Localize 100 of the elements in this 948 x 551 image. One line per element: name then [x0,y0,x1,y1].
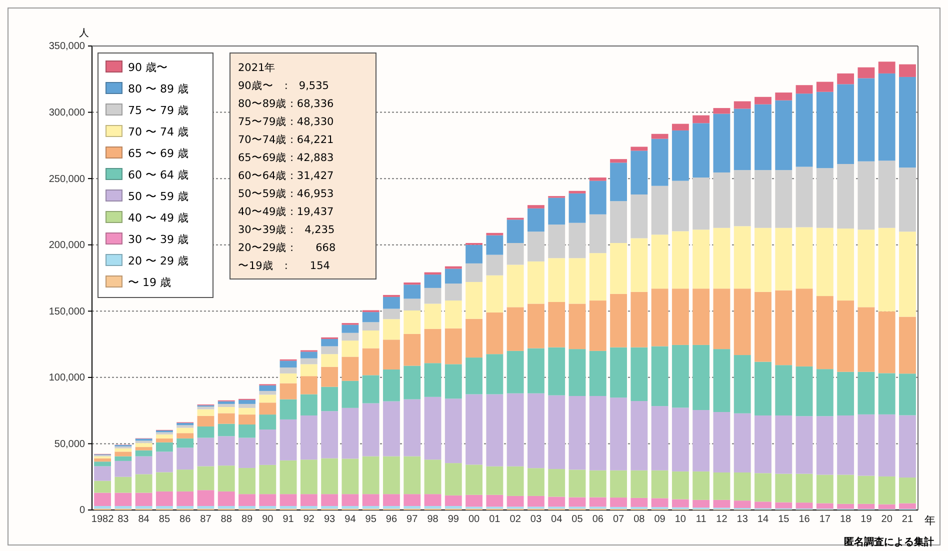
bar [280,494,297,506]
bar [197,490,214,506]
bar [176,438,194,448]
bar [754,170,772,228]
bar [444,463,462,496]
bar [527,232,544,262]
bar [858,230,875,308]
bar [114,452,132,456]
y-tick-label: 200,000 [48,240,86,252]
bar [506,220,524,243]
bar [816,228,834,296]
bar [754,228,772,292]
bar [404,494,421,506]
bar [424,363,442,397]
bar [466,394,483,465]
bar [176,428,194,434]
bar [837,474,854,504]
legend-label: 90 歳〜 [128,61,168,74]
bar [837,504,854,509]
bar [486,232,504,236]
bar [197,409,214,416]
bar [527,348,544,394]
bar [404,366,421,400]
bar [775,228,792,290]
bar [300,415,318,460]
bar [300,352,318,358]
bar [218,466,235,492]
bar [651,470,668,498]
bar [342,380,359,408]
x-tick-label: 85 [158,514,170,525]
bar [218,401,235,404]
bar [259,402,276,415]
bar [424,328,442,364]
bar [135,492,152,506]
bar [176,448,194,470]
legend-label: 50 〜 59 歳 [128,190,188,203]
bar [135,506,152,509]
bar [858,372,875,414]
bar [424,396,442,460]
bar [486,312,504,354]
bar [651,134,668,139]
bar [506,393,524,466]
bar [259,464,276,494]
bar [878,62,896,74]
bar [383,401,400,456]
bar [300,494,318,506]
bar [899,503,916,509]
bar [692,178,710,230]
bar [238,468,256,494]
annotation: 2021年 [238,62,276,74]
x-tick-label: 88 [220,514,232,525]
annotation: 70〜74歳 : 64,221 [238,133,334,146]
bar [858,414,875,476]
bar [259,390,276,395]
bar [280,383,297,400]
bar [466,318,483,358]
bar [610,159,627,163]
bar [651,234,668,289]
bar [135,447,152,450]
x-tick-label: 90 [262,514,274,525]
x-tick-label: 84 [138,514,150,525]
bar [651,406,668,470]
bar [362,330,380,348]
x-tick-label: 89 [241,514,254,525]
bar [610,243,627,294]
bar [837,164,854,229]
x-tick-label: 95 [365,514,377,525]
x-tick-label: 06 [592,514,604,525]
legend-label: 〜 19 歳 [128,276,171,289]
bar [404,334,421,366]
bar [651,498,668,508]
bar [135,474,152,493]
bar [589,497,606,507]
annotation: 40〜49歳 : 19,437 [238,205,334,218]
bar [176,433,194,438]
bar [775,502,792,508]
bar [610,470,627,498]
bar [630,401,648,470]
bar [692,471,710,500]
bar [527,468,544,496]
bar [568,497,586,507]
bar [899,64,916,77]
x-tick-label: 94 [344,514,356,525]
bar [548,395,566,470]
bar [816,503,834,509]
bar [362,322,380,330]
bar [692,500,710,508]
bar [734,226,751,289]
bar [630,470,648,498]
bar [424,274,442,288]
bar [630,238,648,292]
bar [259,414,276,430]
bar [342,332,359,341]
bar [816,82,834,92]
bar [713,172,730,228]
legend-label: 30 〜 39 歳 [128,233,188,246]
bar [114,506,132,509]
bar [878,373,896,414]
legend-label: 75 〜 79 歳 [128,104,188,117]
bar [713,472,730,500]
